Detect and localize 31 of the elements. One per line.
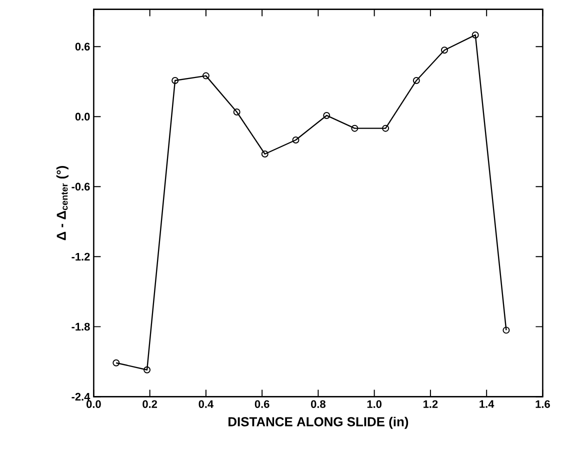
y-tick-label: 0.6 [75, 42, 90, 51]
point [412, 76, 420, 84]
y-tick-label: -1.8 [72, 322, 90, 331]
x-tick-label: 1.6 [536, 400, 550, 408]
point [292, 136, 300, 144]
point [202, 72, 210, 80]
x-tick-label: 1.2 [424, 400, 438, 408]
point [233, 108, 240, 116]
x-tick-label: 1.4 [480, 400, 494, 408]
point [502, 326, 510, 334]
x-tick-label: 0.2 [142, 400, 158, 408]
point [382, 124, 390, 132]
y-tick-label: -1.2 [72, 252, 90, 260]
point [323, 112, 330, 119]
y-tick-label: 0.0 [75, 112, 90, 121]
x-tick-label: 1.0 [367, 400, 382, 408]
x-axis-title: DISTANCE ALONG SLIDE (in) [228, 416, 408, 429]
point [172, 76, 179, 84]
y-tick-label: -2.4 [72, 392, 90, 401]
y-axis-title: Δ - Δ$_{center}$ (°) [56, 166, 68, 240]
point [440, 46, 448, 54]
point [472, 31, 479, 38]
point [351, 124, 358, 132]
x-tick-label: 0.8 [311, 400, 326, 408]
point [144, 366, 151, 374]
y-tick-label: -0.6 [72, 182, 90, 191]
x-tick-label: 0.6 [254, 400, 270, 408]
point [261, 150, 268, 158]
point [112, 359, 120, 366]
x-tick-label: 0.4 [198, 400, 214, 408]
x-tick-label: 0.0 [86, 400, 101, 408]
